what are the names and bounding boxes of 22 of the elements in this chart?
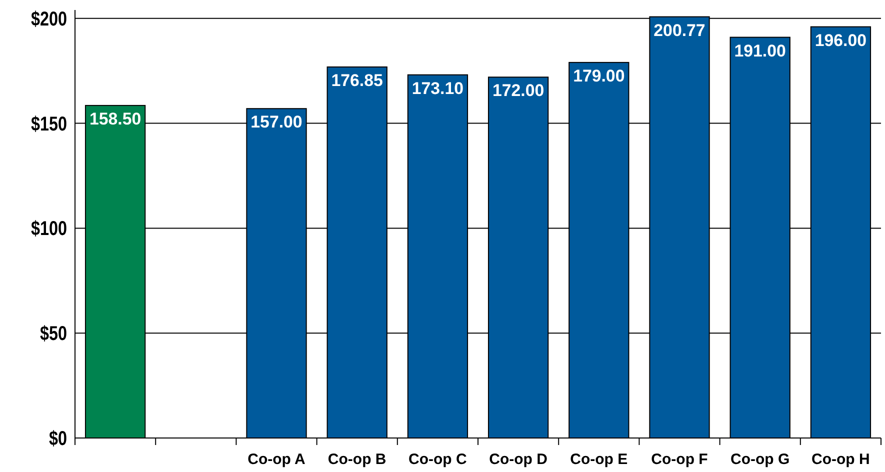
data-label: 176.85 xyxy=(331,70,384,90)
y-tick-label: $200 xyxy=(31,8,76,30)
x-tick-label: Co-op C xyxy=(408,451,468,468)
x-tick-label: Co-op E xyxy=(570,451,628,468)
x-tick-label: Co-op H xyxy=(812,451,870,468)
x-tick-label: Co-op G xyxy=(730,451,790,468)
x-tick-label: Co-op B xyxy=(328,451,386,468)
y-tick-label: $50 xyxy=(40,323,74,346)
data-label: 200.77 xyxy=(654,20,706,40)
y-tick-label: $0 xyxy=(49,428,72,450)
data-label: 173.10 xyxy=(412,78,464,98)
data-label: 191.00 xyxy=(734,41,786,60)
data-label: 179.00 xyxy=(573,66,626,86)
x-tick-label: Co-op F xyxy=(651,451,708,468)
data-label: 157.00 xyxy=(250,112,303,132)
data-label: 172.00 xyxy=(492,81,544,100)
y-tick-label: $150 xyxy=(31,113,76,136)
x-tick-label: Co-op A xyxy=(248,451,306,468)
data-label: 158.50 xyxy=(89,109,142,128)
y-tick-label: $100 xyxy=(31,218,76,240)
data-label: 196.00 xyxy=(814,30,867,50)
x-tick-label: Co-op D xyxy=(489,451,548,468)
